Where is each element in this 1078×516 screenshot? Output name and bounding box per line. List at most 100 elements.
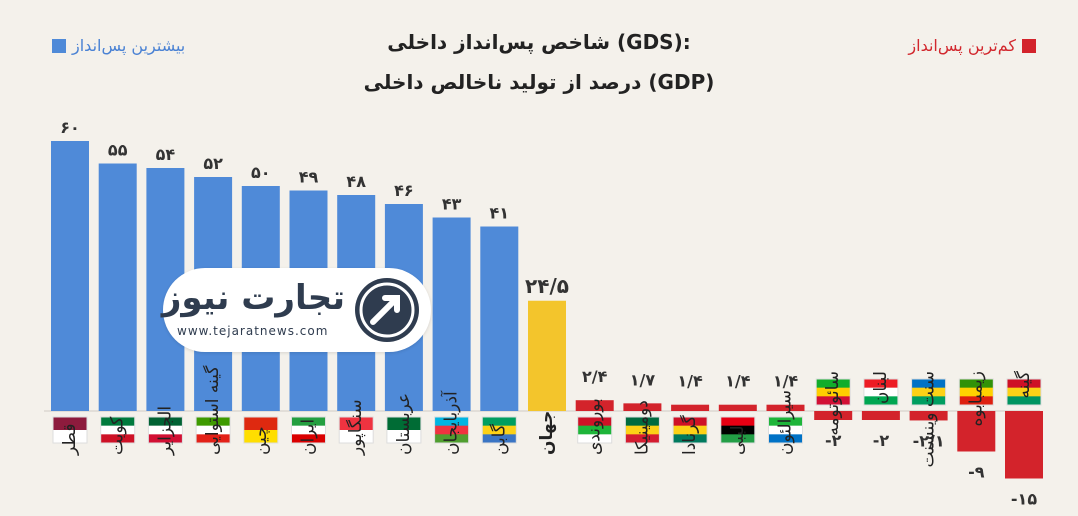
bar-9	[480, 226, 519, 411]
flag-stripe	[816, 396, 851, 406]
value-label-16: -۲	[825, 431, 842, 450]
flag-stripe	[339, 417, 374, 431]
flag-icon-18	[911, 378, 947, 406]
category-label-4: چین	[251, 426, 271, 455]
category-label-2: الجزایر	[155, 406, 175, 456]
value-label-12: ۱/۷	[630, 370, 656, 389]
flag-stripe	[434, 417, 469, 427]
category-label-0: قطر	[60, 424, 80, 456]
flag-border	[434, 416, 470, 444]
flag-border	[147, 416, 183, 444]
flag-icon-17	[863, 378, 899, 406]
flag-icon-9	[481, 416, 517, 444]
flag-stripe	[959, 379, 994, 389]
legend-highest-label: بیشترین پس‌انداز	[72, 36, 186, 55]
flag-icon-15	[768, 416, 803, 444]
flag-border	[768, 416, 803, 444]
flag-stripe	[673, 425, 708, 435]
category-label-9: گابن	[488, 423, 509, 455]
value-label-14: ۱/۴	[725, 372, 751, 391]
value-label-15: ۱/۴	[773, 372, 799, 391]
bar-10	[528, 300, 566, 411]
category-label-15: سیرالئون	[776, 390, 796, 455]
bar-17	[861, 411, 900, 420]
flag-stripe	[577, 417, 612, 427]
flag-border	[100, 416, 136, 444]
flag-border	[291, 416, 326, 444]
category-label-5: ایران	[299, 419, 319, 455]
flag-stripe	[434, 434, 469, 444]
category-label-19: زیمبابوه	[966, 371, 986, 427]
flag-icon-2	[147, 416, 183, 444]
flag-stripe	[911, 379, 946, 389]
value-label-20: -۱۵	[1011, 490, 1037, 509]
flag-stripe	[291, 434, 326, 444]
value-label-7: ۴۶	[394, 181, 414, 200]
flag-stripe	[53, 417, 87, 431]
legend-lowest-savings: کم‌ترین پس‌انداز	[908, 36, 1036, 55]
flag-stripe	[148, 417, 183, 427]
flag-stripe	[196, 425, 231, 435]
category-label-16: سائوتومه	[823, 371, 843, 436]
flag-icon-11	[577, 416, 613, 444]
flag-border	[720, 416, 756, 444]
flag-stripe	[577, 434, 612, 444]
bar-13	[671, 404, 710, 411]
value-label-0: ۶۰	[60, 118, 80, 137]
category-label-8: آذربایجان	[440, 390, 462, 455]
flag-icon-4	[243, 416, 279, 444]
flag-border	[911, 378, 947, 406]
flag-stripe	[148, 425, 183, 435]
value-label-18: -۲/۱	[913, 431, 945, 450]
flag-border	[52, 416, 88, 444]
flag-icon-7	[386, 416, 422, 444]
flag-icon-13	[672, 416, 708, 444]
flag-stripe	[482, 434, 517, 444]
flag-icon-1	[100, 416, 136, 444]
flag-border	[338, 416, 374, 444]
flag-border	[1006, 378, 1042, 406]
legend-highest-savings: بیشترین پس‌انداز	[52, 36, 185, 55]
category-label-13: گرنادا	[679, 414, 700, 455]
flag-icon-0	[52, 416, 88, 444]
flag-stripe	[100, 434, 135, 444]
logo-arrow-icon	[355, 278, 419, 342]
value-label-1: ۵۵	[108, 141, 128, 160]
value-label-6: ۴۸	[346, 172, 366, 191]
chart-title-line2: درصد از تولید ناخالص داخلی (GDP)	[363, 70, 715, 94]
flag-border	[624, 416, 660, 444]
bar-15	[766, 404, 805, 411]
flag-stripe	[720, 425, 755, 435]
flag-stripe	[673, 417, 708, 427]
category-label-12: دومینیکا	[632, 400, 652, 455]
category-label-3: گینه استوایی	[202, 365, 223, 455]
logo-url: www.tejaratnews.com	[177, 324, 329, 338]
flag-stripe	[625, 417, 660, 427]
flag-stripe	[291, 425, 326, 435]
bar-18	[909, 411, 948, 421]
bar-12	[623, 403, 662, 411]
flag-stripe	[243, 430, 278, 444]
value-label-5: ۴۹	[299, 168, 319, 187]
flag-icon-14	[720, 416, 756, 444]
flag-stripe	[1007, 396, 1041, 406]
flag-icon-19	[958, 378, 994, 406]
bar-11	[575, 400, 614, 411]
category-label-1: کویت	[108, 416, 128, 455]
flag-icon-20	[1006, 378, 1042, 406]
category-label-10: جهان	[537, 411, 557, 455]
flag-border	[386, 416, 422, 444]
value-label-10: ۲۴/۵	[525, 274, 569, 298]
flag-stripe	[243, 417, 278, 431]
category-label-11: بوروندی	[585, 398, 605, 455]
flag-stripe	[959, 396, 994, 406]
logo-name: تجارت نیوز	[161, 278, 345, 318]
flag-stripe	[386, 417, 421, 431]
flag-stripe	[625, 434, 660, 444]
value-label-11: ۲/۴	[582, 367, 608, 386]
flag-stripe	[482, 417, 517, 427]
flag-stripe	[959, 387, 994, 397]
flag-border	[243, 416, 279, 444]
legend-highest-swatch	[52, 38, 66, 53]
flag-stripe	[434, 425, 469, 435]
